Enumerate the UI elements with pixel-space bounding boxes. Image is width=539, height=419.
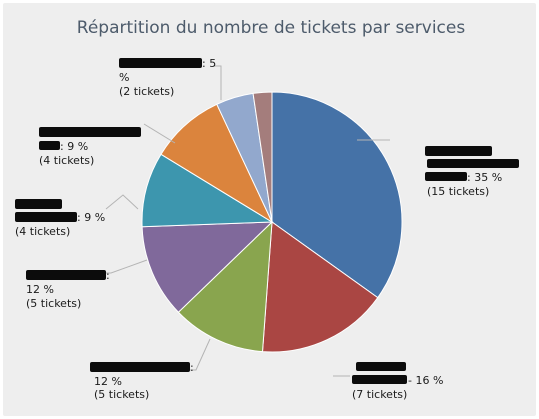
redacted-name <box>352 375 407 384</box>
percent-label: 12 % <box>94 375 122 388</box>
redacted-name <box>39 127 141 137</box>
redacted-name <box>356 362 406 371</box>
pie-slice-0[interactable] <box>271 91 403 299</box>
percent-label-cont: % <box>119 71 129 84</box>
connector-line <box>105 194 139 210</box>
pie-slice-1[interactable] <box>261 221 379 353</box>
count-label: (5 tickets) <box>94 388 149 401</box>
redacted-name <box>427 159 519 168</box>
redacted-name <box>90 362 190 372</box>
svg-text:: 5: : 5 <box>202 57 216 70</box>
percent-label: 9 % <box>84 211 105 224</box>
redacted-name <box>425 172 467 181</box>
connector-line <box>104 259 148 274</box>
count-label: (15 tickets) <box>427 185 489 198</box>
redacted-name <box>425 146 492 156</box>
percent-label: 12 % <box>26 283 54 296</box>
pie-slices <box>141 91 403 353</box>
svg-text:- 16 %: - 16 % <box>408 374 443 387</box>
redacted-name <box>119 58 202 68</box>
pie-slice-2[interactable] <box>177 220 273 353</box>
count-label: (7 tickets) <box>352 388 407 401</box>
percent-label: 35 % <box>474 171 502 184</box>
data-label: : 5 % (2 tickets) <box>119 57 216 98</box>
svg-text:: 9 %: : 9 % <box>77 211 105 224</box>
connector-line <box>143 123 176 144</box>
count-label: (2 tickets) <box>119 85 174 98</box>
svg-text:: 35 %: : 35 % <box>467 171 502 184</box>
count-label: (4 tickets) <box>39 154 94 167</box>
pie-slice-7[interactable] <box>252 91 273 223</box>
data-label: : 9 % (4 tickets) <box>39 127 141 167</box>
connector-line <box>213 65 222 100</box>
svg-text::: : <box>106 269 110 282</box>
data-label: : 35 % (15 tickets) <box>425 146 519 198</box>
percent-label: 9 % <box>67 140 88 153</box>
redacted-name <box>26 270 106 280</box>
redacted-name <box>15 212 77 222</box>
svg-text::: : <box>190 361 194 374</box>
data-label: : 12 % (5 tickets) <box>26 269 110 310</box>
svg-text:: 9 %: : 9 % <box>60 140 88 153</box>
count-label: (5 tickets) <box>26 297 81 310</box>
data-label: : 12 % (5 tickets) <box>90 361 194 401</box>
pie-slice-3[interactable] <box>141 221 274 313</box>
data-label: - 16 % (7 tickets) <box>352 362 443 401</box>
data-label: : 9 % (4 tickets) <box>15 199 105 238</box>
count-label: (4 tickets) <box>15 225 70 238</box>
redacted-name <box>39 141 60 150</box>
redacted-name <box>15 199 62 209</box>
percent-label: 16 % <box>415 374 443 387</box>
percent-label: 5 <box>209 57 216 70</box>
connector-lines <box>104 65 390 377</box>
chart-title: Répartition du nombre de tickets par ser… <box>77 18 466 38</box>
